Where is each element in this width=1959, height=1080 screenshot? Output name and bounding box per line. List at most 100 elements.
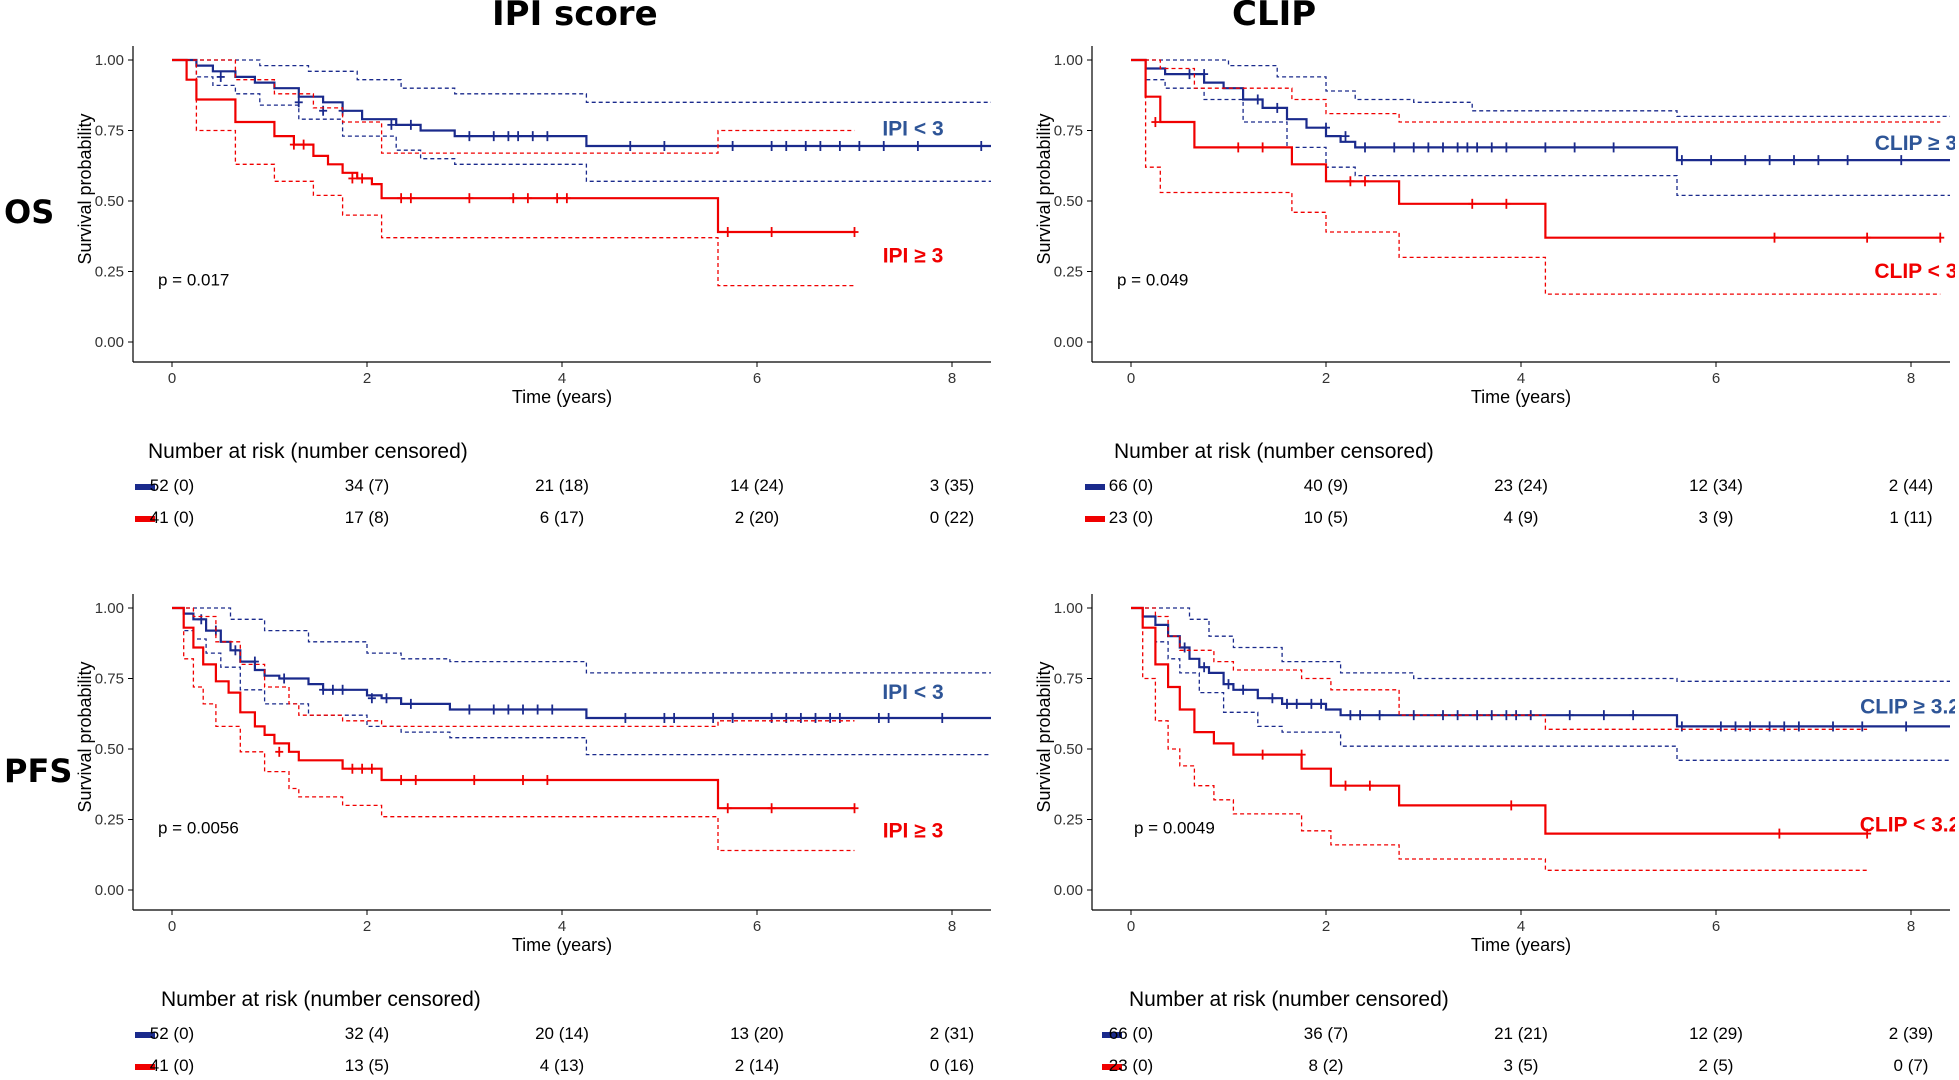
risk-color-swatch	[1102, 1064, 1122, 1070]
censor-mark	[533, 704, 542, 715]
censor-mark	[543, 131, 552, 142]
y-tick-label: 1.00	[1054, 52, 1083, 69]
censor-mark	[811, 712, 820, 723]
risk-cell: 2 (5)	[1698, 1056, 1734, 1075]
risk-cell: 3 (35)	[929, 476, 975, 495]
censor-mark	[509, 193, 518, 204]
censor-mark	[874, 712, 883, 723]
censor-mark	[1292, 698, 1301, 709]
x-tick-label: 6	[753, 370, 761, 387]
x-tick-label: 2	[363, 370, 371, 387]
risk-cell: 23 (0)	[1108, 508, 1154, 527]
survival-curve	[172, 606, 991, 720]
chart-ipi-pfs: 0.00 0.25 0.50 0.75 1.00 0 2 4 6 8 Time (years) Sur…	[76, 594, 991, 955]
x-tick-label: 8	[948, 370, 956, 387]
survival-curve	[172, 58, 991, 148]
risk-cell: 36 (7)	[1303, 1024, 1349, 1043]
series-2: IPI ≥ 3	[172, 606, 944, 852]
censor-mark	[1677, 155, 1686, 166]
censor-mark	[406, 119, 415, 130]
censor-mark	[1731, 721, 1740, 732]
p-value: p = 0.017	[158, 271, 229, 290]
x-axis-label: Time (years)	[512, 387, 612, 407]
censor-mark	[1307, 698, 1316, 709]
series-2: IPI ≥ 3	[172, 58, 944, 287]
censor-mark	[465, 704, 474, 715]
censor-mark	[553, 193, 562, 204]
censor-mark	[1180, 642, 1189, 653]
censor-mark	[1468, 198, 1477, 209]
risk-cell: 1 (11)	[1889, 508, 1933, 527]
censor-mark	[280, 673, 289, 684]
censor-mark	[519, 775, 527, 786]
censor-mark	[816, 141, 825, 152]
risk-cell: 0 (16)	[929, 1056, 975, 1075]
censor-mark	[504, 131, 513, 142]
censor-mark	[519, 704, 527, 715]
censor-mark	[826, 712, 835, 723]
risk-cell: 14 (24)	[730, 476, 784, 495]
series-label: IPI ≥ 3	[883, 245, 944, 268]
ci-lower-line	[1131, 59, 1941, 295]
censor-mark	[562, 193, 571, 204]
row-label-os: OS	[4, 193, 55, 231]
risk-row-1: 66 (0) 40 (9) 23 (24) 12 (34) 2 (44)	[0, 476, 1959, 498]
censor-mark	[528, 131, 537, 142]
survival-curve	[1131, 58, 1941, 239]
risk-cell: 23 (0)	[1108, 1056, 1154, 1075]
censor-mark	[1775, 828, 1784, 839]
risk-row-2: 41 (0) 13 (5) 4 (13) 2 (14) 0 (16)	[0, 1056, 1959, 1078]
risk-cell: 52 (0)	[149, 476, 195, 495]
censor-mark	[1487, 142, 1496, 153]
series-1: CLIP ≥ 3.24	[1131, 58, 1955, 197]
censor-mark	[1843, 155, 1852, 166]
x-tick-label: 6	[1712, 370, 1720, 387]
y-axis-label: Survival probability	[76, 661, 95, 812]
ci-upper-line	[172, 59, 855, 154]
censor-mark	[358, 173, 367, 184]
censor-mark	[801, 141, 810, 152]
survival-curve	[1131, 606, 1950, 728]
risk-cell: 17 (8)	[344, 508, 390, 527]
censor-mark	[1814, 155, 1823, 166]
censor-mark	[489, 131, 498, 142]
x-tick-label: 4	[1517, 370, 1525, 387]
chart-ipi-os: 0.00 0.25 0.50 0.75 1.00 0 2 4 6 8 Time (years) Sur…	[76, 46, 991, 407]
censor-mark	[406, 698, 415, 709]
series-label: IPI ≥ 3	[883, 819, 944, 842]
risk-color-swatch	[135, 516, 155, 522]
y-tick-label: 0.50	[1054, 741, 1083, 758]
x-tick-label: 6	[753, 918, 761, 935]
censor-mark	[348, 173, 357, 184]
censor-mark	[1375, 710, 1384, 721]
censor-mark	[835, 141, 844, 152]
risk-cell: 21 (21)	[1494, 1024, 1548, 1043]
censor-mark	[621, 712, 630, 723]
censor-mark	[406, 193, 415, 204]
risk-cell: 66 (0)	[1108, 476, 1154, 495]
x-tick-label: 8	[1907, 370, 1915, 387]
censor-mark	[1716, 721, 1725, 732]
risk-row-2: 23 (0) 8 (2) 3 (5) 2 (5) 0 (7)	[0, 1056, 1959, 1078]
risk-cell: 20 (14)	[535, 1024, 589, 1043]
censor-mark	[1463, 142, 1472, 153]
series-label: CLIP < 3.24	[1860, 814, 1955, 837]
censor-mark	[767, 803, 776, 814]
risk-cell: 34 (7)	[344, 476, 390, 495]
ci-upper-line	[1131, 59, 1950, 118]
censor-mark	[470, 775, 479, 786]
risk-color-swatch	[135, 1032, 155, 1038]
risk-cell: 6 (17)	[539, 508, 585, 527]
censor-mark	[411, 775, 420, 786]
censor-mark	[348, 763, 357, 774]
censor-mark	[1424, 142, 1433, 153]
risk-cell: 21 (18)	[535, 476, 589, 495]
censor-mark	[543, 775, 552, 786]
risk-cell: 4 (9)	[1503, 508, 1539, 527]
censor-mark	[1570, 142, 1579, 153]
censor-mark	[548, 704, 557, 715]
censor-mark	[1365, 780, 1374, 791]
series-1: IPI < 3	[172, 606, 991, 756]
x-axis-label: Time (years)	[1471, 387, 1571, 407]
x-tick-label: 2	[1322, 918, 1330, 935]
